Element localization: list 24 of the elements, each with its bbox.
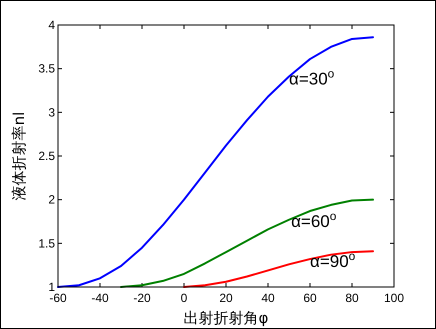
x-tick-label: 20: [219, 291, 233, 305]
x-tick-label: 0: [180, 291, 188, 305]
y-tick-label: 2.5: [38, 149, 56, 163]
line-series: [120, 198, 374, 288]
annotation: α=60$^{o}$: [291, 208, 337, 231]
y-tick-label: 1.5: [38, 236, 56, 250]
x-tick-label: 80: [345, 291, 359, 305]
y-tick-label: 1: [48, 280, 56, 294]
y-tick-label: 2: [48, 192, 56, 207]
x-tick-label: 40: [261, 291, 275, 305]
x-tick-label: -20: [133, 291, 151, 305]
y-tick-label: 3: [48, 105, 56, 120]
line-series: [183, 250, 374, 288]
y-axis-title: 液体折射率nl: [10, 112, 28, 200]
x-axis-title: 出射折射角φ: [184, 309, 269, 327]
x-tick-label: 60: [303, 291, 317, 305]
x-tick-label: -40: [91, 291, 109, 305]
y-tick-label: 4: [48, 18, 56, 32]
x-tick-label: -60: [49, 291, 67, 305]
y-tick-label: 3.5: [38, 62, 56, 76]
annotation: α=90$^{o}$: [310, 249, 356, 272]
annotation: α=30$^{o}$: [289, 66, 335, 89]
line-series: [57, 36, 374, 288]
x-tick-label: 100: [384, 291, 404, 305]
